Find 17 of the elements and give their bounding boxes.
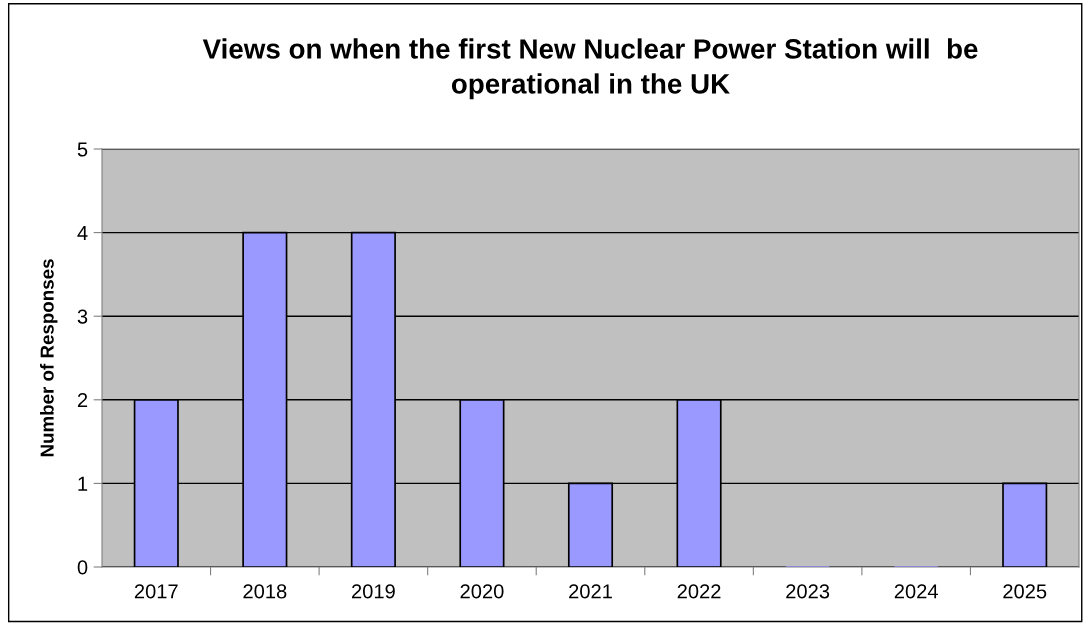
x-tick-label: 2021 (569, 584, 612, 599)
y-axis-title: Number of Responses (39, 259, 58, 457)
x-tick-label: 2023 (786, 584, 830, 599)
y-tick-label: 4 (77, 226, 88, 240)
x-tick-label: 2024 (894, 584, 938, 599)
chart-title: Views on when the first New Nuclear Power Station will be operational in the UK (202, 38, 978, 100)
x-tick-label: 2019 (352, 584, 395, 599)
x-tick-label: 2025 (1003, 584, 1047, 599)
y-tick-label: 0 (77, 560, 88, 575)
x-tick-label: 2022 (677, 584, 721, 599)
y-tick-label: 3 (77, 309, 88, 324)
x-tick-label: 2018 (243, 584, 287, 599)
x-tick-label: 2020 (460, 584, 504, 599)
x-tick-label: 2017 (134, 584, 178, 599)
y-tick-label: 2 (77, 393, 88, 408)
y-tick-label: 1 (78, 476, 88, 491)
y-tick-label: 5 (77, 142, 88, 157)
